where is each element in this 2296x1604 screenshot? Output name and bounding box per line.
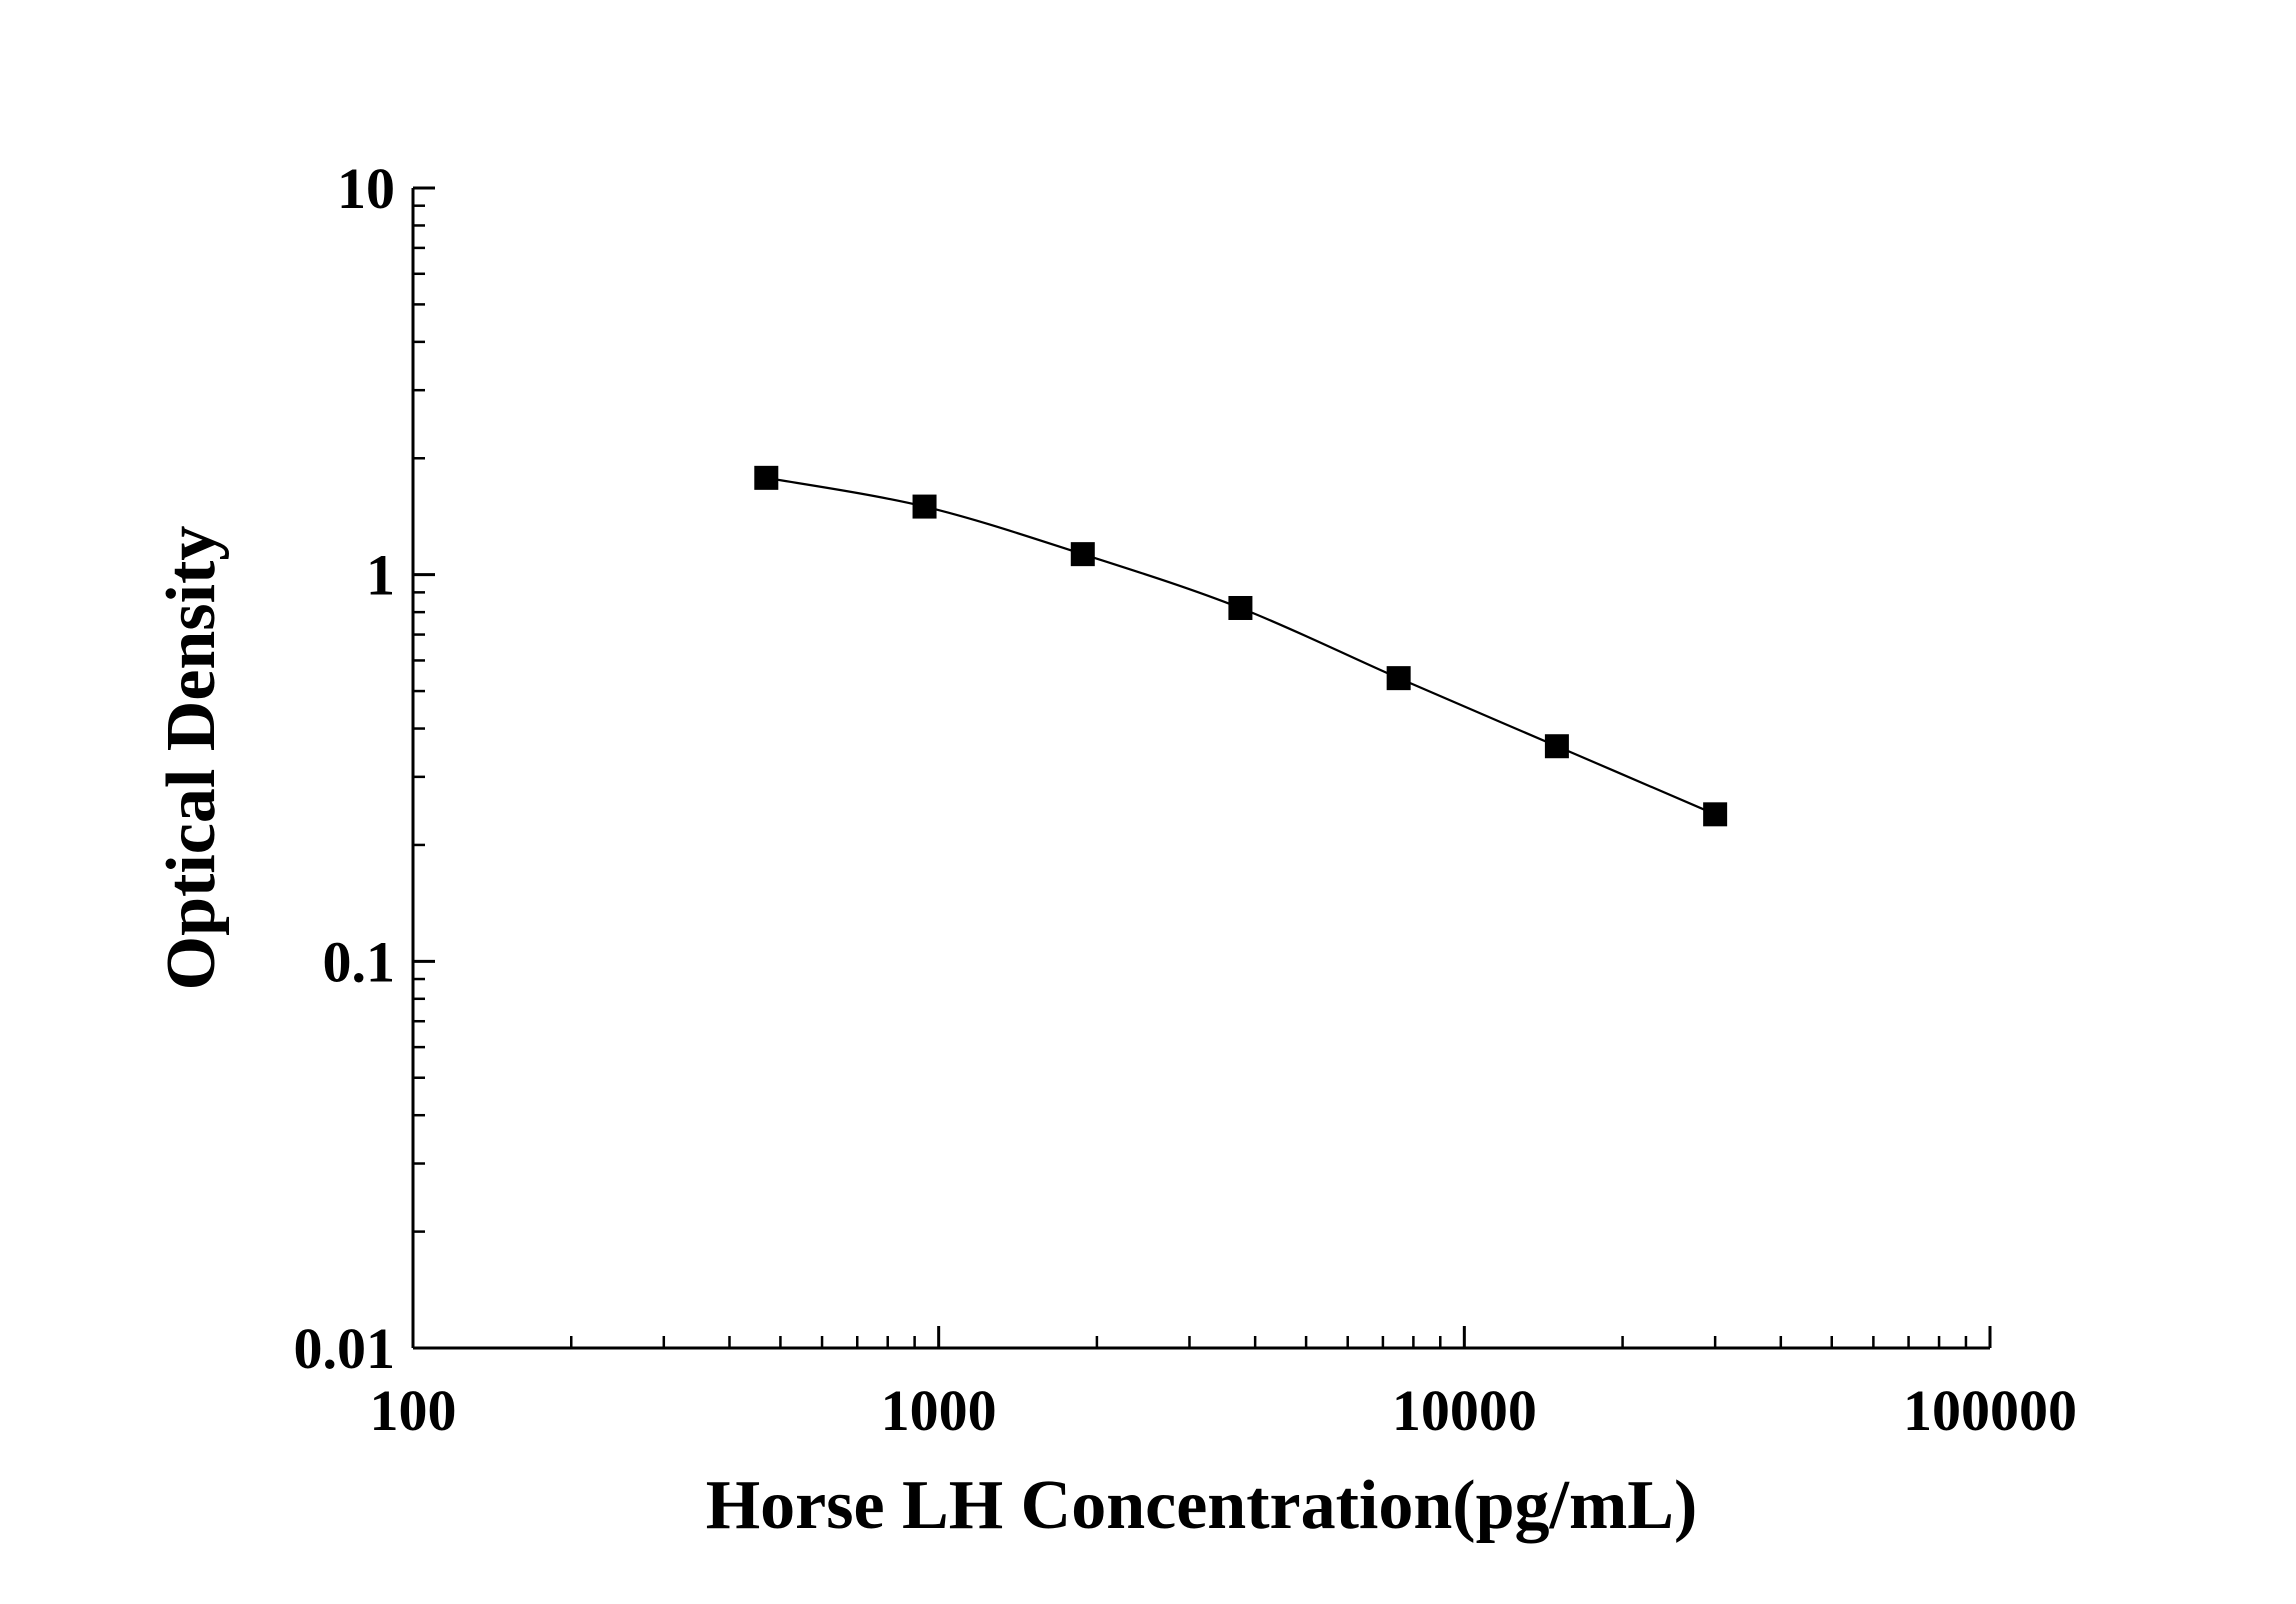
x-tick-label: 10000 xyxy=(1392,1378,1537,1443)
y-tick-label: 1 xyxy=(366,543,395,608)
x-tick-label: 100000 xyxy=(1903,1378,2077,1443)
x-tick-label: 100 xyxy=(370,1378,457,1443)
data-point xyxy=(1703,802,1728,827)
tick-marks xyxy=(411,186,1992,1350)
y-tick-label: 0.1 xyxy=(323,929,396,994)
data-point xyxy=(1070,542,1095,567)
x-tick-label: 1000 xyxy=(881,1378,997,1443)
tick-labels: 100 1000 10000 100000 0.01 0.1 1 10 xyxy=(294,156,2078,1443)
x-axis-title: Horse LH Concentration(pg/mL) xyxy=(706,1467,1698,1544)
data-point xyxy=(754,465,779,490)
data-points xyxy=(754,465,1728,827)
y-tick-label: 10 xyxy=(337,156,395,221)
y-axis-title: Optical Density xyxy=(153,526,230,991)
y-tick-label: 0.01 xyxy=(294,1316,396,1381)
data-point xyxy=(1386,666,1411,691)
data-point xyxy=(1544,734,1569,759)
fit-curve xyxy=(766,476,1716,816)
data-point xyxy=(912,494,937,519)
axes xyxy=(411,188,1990,1350)
data-point xyxy=(1228,595,1253,620)
